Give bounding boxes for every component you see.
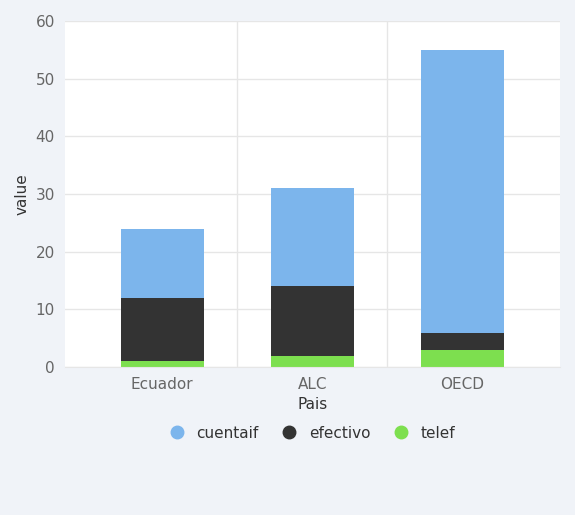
- Bar: [121, 229, 204, 298]
- Bar: [121, 298, 204, 362]
- Bar: [121, 362, 204, 367]
- Bar: [421, 350, 504, 367]
- Bar: [421, 333, 504, 350]
- Bar: [271, 188, 354, 286]
- Bar: [271, 356, 354, 367]
- Y-axis label: value: value: [15, 173, 30, 215]
- Bar: [421, 50, 504, 333]
- Bar: [271, 286, 354, 356]
- Legend: cuentaif, efectivo, telef: cuentaif, efectivo, telef: [163, 420, 462, 447]
- X-axis label: Pais: Pais: [297, 398, 327, 413]
